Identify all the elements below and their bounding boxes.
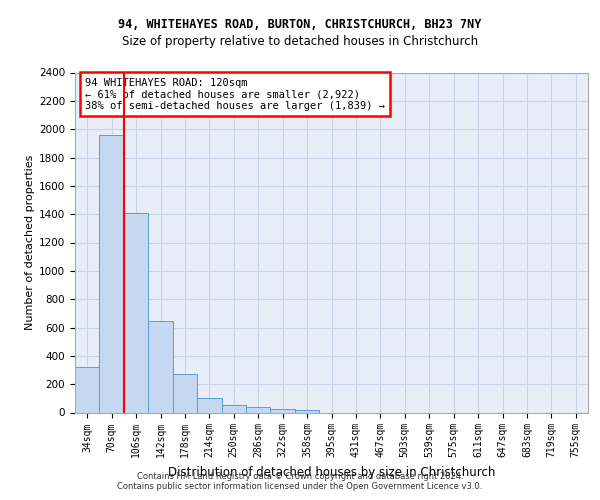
Bar [148,321,173,412]
Bar [197,398,221,412]
Text: Contains HM Land Registry data © Crown copyright and database right 2024.: Contains HM Land Registry data © Crown c… [137,472,463,481]
Bar [295,410,319,412]
Text: 94 WHITEHAYES ROAD: 120sqm
← 61% of detached houses are smaller (2,922)
38% of s: 94 WHITEHAYES ROAD: 120sqm ← 61% of deta… [85,78,385,111]
Text: Size of property relative to detached houses in Christchurch: Size of property relative to detached ho… [122,35,478,48]
Bar [100,135,124,412]
Bar [124,214,148,412]
Bar [75,367,100,412]
Text: 94, WHITEHAYES ROAD, BURTON, CHRISTCHURCH, BH23 7NY: 94, WHITEHAYES ROAD, BURTON, CHRISTCHURC… [118,18,482,30]
Bar [173,374,197,412]
Bar [271,409,295,412]
Bar [221,406,246,412]
Text: Contains public sector information licensed under the Open Government Licence v3: Contains public sector information licen… [118,482,482,491]
Y-axis label: Number of detached properties: Number of detached properties [25,155,35,330]
X-axis label: Distribution of detached houses by size in Christchurch: Distribution of detached houses by size … [168,466,495,479]
Bar [246,407,271,412]
